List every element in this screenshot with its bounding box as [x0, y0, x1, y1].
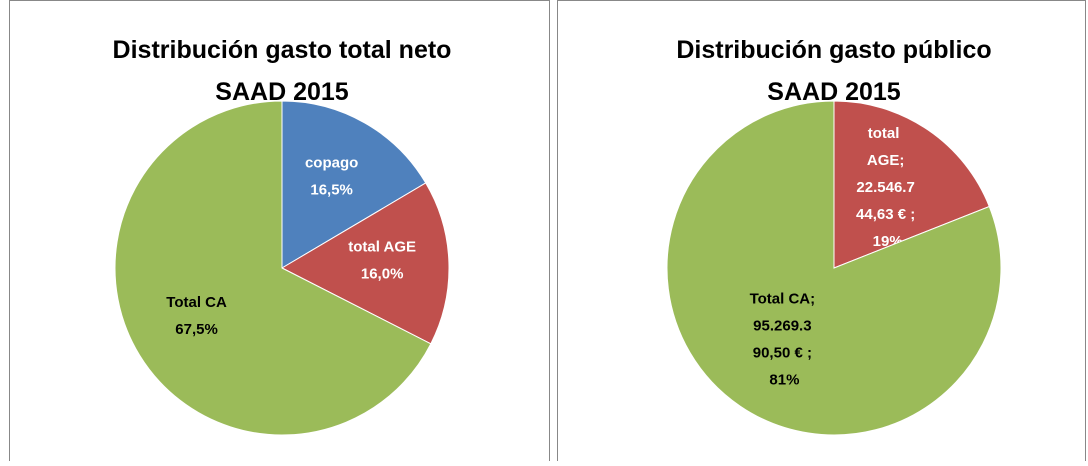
slice-label: Total CA: [166, 294, 227, 311]
slice-label: total AGE;: [867, 125, 905, 169]
chart-title: Distribución gasto total neto: [113, 36, 452, 64]
value-label: 95.269.3 90,50 € ; 81%: [753, 317, 812, 388]
value-label: 22.546.7 44,63 € ; 19%: [856, 179, 915, 250]
value-label: 16,0%: [361, 265, 404, 282]
value-label: 16,5%: [310, 181, 353, 198]
slice-label: total AGE: [348, 238, 416, 255]
slice-label: Total CA;: [750, 290, 816, 307]
pie-slice: [833, 100, 990, 269]
value-label: 67,5%: [175, 321, 218, 338]
pie-slice: [281, 100, 427, 269]
pie-slice: [666, 100, 1002, 436]
pie-slice: [280, 182, 450, 345]
chart-title: Distribución gasto público: [676, 36, 991, 64]
slice-label: copago: [305, 154, 358, 171]
pie-slice: [114, 100, 432, 436]
